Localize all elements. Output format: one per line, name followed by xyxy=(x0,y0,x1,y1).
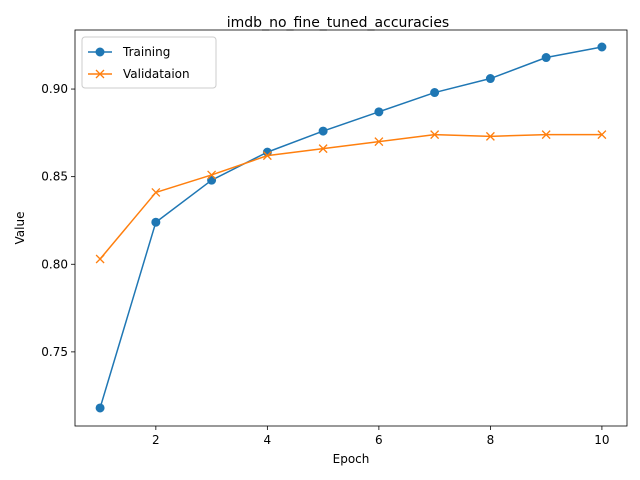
series-training xyxy=(95,42,607,413)
data-point-training xyxy=(95,403,105,413)
data-point-validataion xyxy=(430,130,440,140)
data-point-training xyxy=(485,74,495,84)
y-tick-label: 0.75 xyxy=(41,345,68,359)
y-tick-label: 0.80 xyxy=(41,257,68,271)
axis-ticks: 2 4 6 8 10 0.75 0.80 0.85 0.90 xyxy=(41,82,609,447)
legend-label: Training xyxy=(122,45,170,59)
y-tick-label: 0.85 xyxy=(41,170,68,184)
data-point-training xyxy=(318,126,328,136)
legend: Training Validataion xyxy=(81,36,217,89)
data-point-training xyxy=(541,53,551,63)
data-point-validataion xyxy=(207,170,217,180)
y-tick-label: 0.90 xyxy=(41,82,68,96)
series-line-validataion xyxy=(99,133,602,260)
data-point-validataion xyxy=(262,151,272,161)
legend-label: Validataion xyxy=(123,67,190,81)
data-point-training xyxy=(151,217,161,227)
data-point-training xyxy=(597,42,607,52)
data-point-validataion xyxy=(541,130,551,140)
series-validataion xyxy=(95,130,607,264)
data-point-validataion xyxy=(485,131,495,141)
data-point-training xyxy=(374,107,384,117)
legend-box xyxy=(81,36,217,89)
chart-title: imdb_no_fine_tuned_accuracies xyxy=(227,15,449,31)
data-point-training xyxy=(430,88,440,98)
x-tick-label: 2 xyxy=(152,433,160,447)
x-tick-label: 4 xyxy=(264,433,272,447)
data-point-validataion xyxy=(318,144,328,154)
data-point-validataion xyxy=(597,130,607,140)
legend-item-training: Training xyxy=(88,45,170,59)
data-point-validataion xyxy=(95,254,105,264)
legend-marker xyxy=(95,69,105,79)
x-tick-label: 8 xyxy=(487,433,495,447)
plot-area xyxy=(95,42,607,413)
x-axis-label: Epoch xyxy=(333,452,370,466)
plot-frame xyxy=(74,29,628,427)
x-tick-label: 10 xyxy=(594,433,609,447)
data-point-validataion xyxy=(151,187,161,197)
legend-item-validataion: Validataion xyxy=(88,67,190,81)
data-point-training xyxy=(207,175,217,185)
x-tick-label: 6 xyxy=(375,433,383,447)
series-line-training xyxy=(99,46,603,409)
y-axis-label: Value xyxy=(13,212,27,245)
data-point-validataion xyxy=(374,137,384,147)
legend-marker xyxy=(95,47,105,57)
